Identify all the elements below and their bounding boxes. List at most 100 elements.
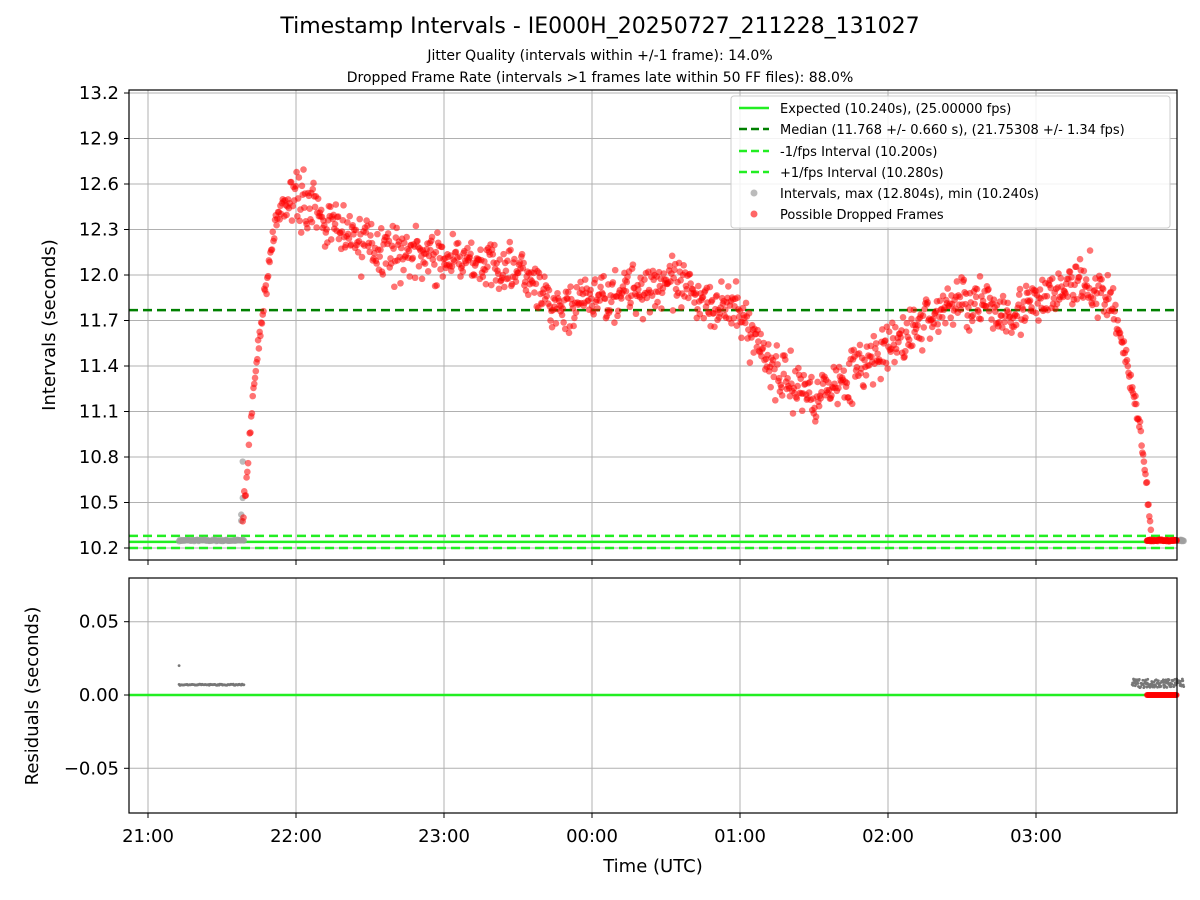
- dropped-frame-point: [288, 217, 296, 224]
- dropped-frame-point: [868, 353, 875, 360]
- dropped-frame-point: [669, 307, 677, 314]
- dropped-frame-point: [418, 275, 426, 283]
- dropped-frame-point: [680, 262, 688, 269]
- dropped-frame-point: [397, 244, 405, 252]
- dropped-frame-point: [415, 263, 423, 270]
- residual-point: [1159, 684, 1163, 688]
- dropped-frame-point: [1017, 331, 1025, 339]
- dropped-frame-point: [872, 345, 879, 352]
- dropped-frame-point: [606, 307, 614, 314]
- dropped-frame-point: [862, 372, 870, 379]
- dropped-frame-point: [538, 300, 546, 308]
- dropped-frame-point: [977, 315, 985, 323]
- dropped-frame-point: [479, 273, 487, 281]
- dropped-frame-point: [1123, 356, 1131, 364]
- dropped-frame-point: [892, 323, 899, 331]
- page-title: Timestamp Intervals - IE000H_20250727_21…: [280, 14, 920, 39]
- dropped-frame-point: [1147, 526, 1155, 534]
- dropped-frame-point: [552, 320, 560, 327]
- residual-point: [1156, 679, 1160, 683]
- dropped-frame-point: [787, 347, 794, 354]
- dropped-frame-point: [601, 295, 609, 303]
- dropped-frame-point: [240, 514, 247, 521]
- dropped-frame-point: [989, 325, 997, 332]
- dropped-frame-point: [1075, 273, 1083, 281]
- dropped-frame-point: [957, 306, 965, 313]
- dropped-frame-point: [767, 383, 774, 391]
- bottom-xtick-label: 03:00: [1010, 826, 1062, 847]
- residual-point: [1136, 681, 1140, 685]
- dropped-frame-point: [936, 297, 944, 305]
- dropped-frame-point: [713, 292, 721, 299]
- residual-point: [1139, 685, 1143, 689]
- dropped-frame-point: [1146, 517, 1154, 525]
- dropped-frame-point: [242, 492, 250, 499]
- dropped-frame-point: [1002, 328, 1010, 335]
- residual-point: [242, 683, 246, 687]
- dropped-frame-point: [905, 336, 913, 344]
- dropped-frame-point: [368, 239, 376, 247]
- dropped-frame-point: [501, 283, 508, 291]
- dropped-frame-point: [828, 392, 835, 399]
- dropped-frame-point: [988, 316, 995, 323]
- top-ytick-label: 12.0: [79, 265, 119, 286]
- legend: Expected (10.240s), (25.00000 fps) Media…: [730, 95, 1171, 229]
- dropped-frame-point: [872, 340, 880, 347]
- dropped-frame-point: [732, 278, 740, 285]
- legend-label-median: Median (11.768 +/- 0.660 s), (21.75308 +…: [780, 123, 1125, 138]
- dropped-frame-point: [624, 273, 631, 281]
- dropped-frame-point: [520, 259, 527, 267]
- dropped-frame-point: [1136, 418, 1144, 425]
- dropped-frame-point: [995, 318, 1003, 326]
- dropped-frame-point: [771, 396, 779, 404]
- dropped-frame-point: [356, 215, 363, 223]
- dropped-frame-point: [778, 384, 785, 391]
- top-ytick-label: 12.9: [79, 129, 119, 150]
- dropped-frame-point: [1145, 501, 1152, 508]
- dropped-frame-point: [784, 374, 791, 382]
- residual-point: [1141, 678, 1145, 682]
- dropped-frame-point: [683, 285, 691, 293]
- dropped-frame-point: [1019, 306, 1027, 313]
- dropped-frame-point: [825, 379, 832, 386]
- dropped-frame-point: [573, 283, 581, 291]
- dropped-frame-point: [594, 305, 601, 312]
- dropped-frame-point: [262, 282, 270, 289]
- dropped-frame-point: [437, 266, 444, 273]
- dropped-frame-point: [457, 273, 464, 280]
- residual-point: [1170, 682, 1174, 686]
- dropped-frame-point: [817, 394, 824, 402]
- dropped-frame-point: [431, 261, 438, 268]
- dropped-frame-point: [654, 298, 661, 306]
- dropped-frame-point: [385, 237, 393, 245]
- dropped-frame-point: [504, 257, 511, 265]
- dropped-frame-point: [908, 342, 916, 349]
- dropped-frame-point: [429, 256, 437, 263]
- dropped-frame-point: [377, 246, 384, 254]
- dropped-frame-point: [910, 306, 918, 314]
- dropped-frame-point: [1057, 274, 1065, 282]
- dropped-frame-point: [543, 292, 551, 300]
- dropped-frame-point: [885, 328, 893, 336]
- dropped-frame-point: [772, 352, 780, 360]
- dropped-frame-point: [1104, 271, 1112, 279]
- dropped-frame-point: [532, 280, 540, 288]
- dropped-frame-point: [1140, 458, 1148, 465]
- dropped-frame-point: [627, 299, 634, 307]
- dropped-frame-point: [1098, 276, 1105, 283]
- dropped-frame-point: [249, 392, 257, 400]
- dropped-frame-point: [401, 239, 408, 247]
- dropped-frame-point: [384, 230, 392, 237]
- dropped-frame-point: [1142, 470, 1149, 478]
- dropped-frame-point: [300, 166, 307, 173]
- dropped-frame-point: [1139, 451, 1147, 458]
- dropped-frame-point: [641, 276, 648, 283]
- dropped-frame-point: [304, 224, 311, 232]
- dropped-frame-point: [340, 202, 347, 209]
- dropped-frame-point: [257, 332, 264, 340]
- dropped-frame-point: [775, 374, 783, 382]
- dropped-frame-point: [411, 274, 419, 282]
- dropped-frame-point: [314, 195, 322, 202]
- dropped-frame-point: [270, 235, 278, 242]
- dropped-frame-point: [965, 327, 973, 334]
